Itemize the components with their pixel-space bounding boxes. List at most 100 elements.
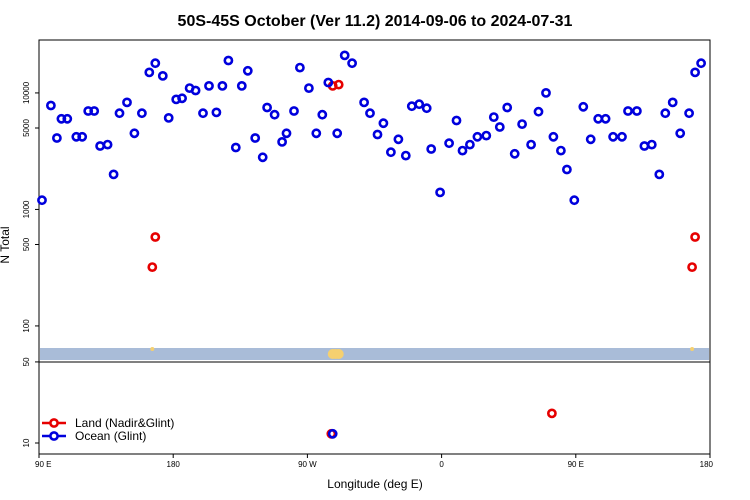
ocean-point bbox=[667, 97, 678, 108]
ocean-point bbox=[242, 65, 253, 76]
y-tick-label: 10000 bbox=[22, 81, 31, 104]
ocean-point bbox=[144, 67, 155, 78]
ocean-point bbox=[250, 133, 261, 143]
ocean-point bbox=[136, 108, 147, 119]
y-tick-label: 10 bbox=[22, 438, 31, 447]
legend-marker bbox=[49, 418, 59, 428]
ocean-point bbox=[378, 118, 389, 129]
ocean-point bbox=[62, 113, 73, 124]
ocean-point bbox=[457, 145, 468, 156]
y-axis-label: N Total bbox=[0, 226, 12, 263]
ocean-point bbox=[277, 136, 287, 147]
ocean-point bbox=[327, 428, 338, 439]
legend-label: Ocean (Glint) bbox=[75, 429, 146, 443]
ocean-point bbox=[406, 101, 417, 112]
ocean-point bbox=[323, 77, 334, 88]
ocean-point bbox=[281, 128, 292, 139]
ocean-point bbox=[684, 108, 694, 119]
ocean-point bbox=[262, 102, 272, 113]
ocean-point bbox=[654, 169, 665, 180]
ocean-point bbox=[393, 134, 404, 145]
ocean-point bbox=[509, 148, 520, 159]
ocean-point bbox=[46, 100, 56, 111]
ocean-point bbox=[451, 115, 462, 126]
ocean-point bbox=[623, 106, 633, 116]
x-tick-label: 90 W bbox=[298, 460, 317, 469]
yellow-marker bbox=[150, 347, 155, 351]
lower-panel-frame bbox=[38, 361, 711, 455]
y-tick-label: 100 bbox=[22, 319, 31, 333]
ocean-point bbox=[150, 58, 161, 69]
x-tick-label: 180 bbox=[700, 460, 714, 469]
ocean-point bbox=[95, 141, 105, 151]
ocean-point bbox=[385, 147, 396, 158]
ocean-point bbox=[600, 113, 611, 124]
ocean-point bbox=[562, 164, 572, 175]
ocean-point bbox=[317, 109, 328, 120]
plot-panels bbox=[38, 39, 711, 455]
ocean-point bbox=[198, 108, 208, 119]
ocean-point bbox=[359, 97, 369, 108]
ocean-point bbox=[400, 150, 411, 161]
ocean-point bbox=[639, 141, 650, 151]
ocean-point bbox=[646, 139, 657, 150]
legend-marker bbox=[49, 431, 59, 441]
ocean-point bbox=[230, 142, 241, 153]
ocean-point bbox=[339, 50, 350, 61]
legend-label: Land (Nadir&Glint) bbox=[75, 416, 174, 430]
ocean-point bbox=[541, 88, 551, 98]
land-point bbox=[547, 408, 557, 419]
ocean-point bbox=[157, 71, 168, 81]
ocean-point bbox=[311, 128, 322, 139]
x-axis-ticks: 90 E 180 90 W 0 90 E 180 bbox=[35, 454, 714, 469]
chart-title: 50S-45S October (Ver 11.2) 2014-09-06 to… bbox=[178, 13, 573, 30]
ocean-point bbox=[71, 131, 82, 142]
ocean-point bbox=[533, 106, 544, 117]
ocean-point bbox=[608, 131, 618, 142]
ocean-point bbox=[37, 195, 47, 206]
ocean-point bbox=[217, 81, 228, 91]
ocean-point bbox=[578, 101, 589, 112]
ocean-point bbox=[690, 67, 700, 78]
ocean-point bbox=[269, 109, 280, 120]
y-tick-label: 5000 bbox=[22, 119, 31, 137]
ocean-point bbox=[102, 139, 113, 150]
ocean-point bbox=[548, 131, 559, 142]
land-point bbox=[150, 232, 161, 242]
land-point bbox=[690, 232, 700, 242]
ocean-point bbox=[365, 108, 375, 119]
ocean-point bbox=[236, 81, 247, 91]
ocean-point bbox=[89, 106, 100, 116]
ocean-point bbox=[435, 187, 445, 198]
ocean-point bbox=[494, 122, 505, 132]
x-tick-label: 180 bbox=[167, 460, 181, 469]
ocean-point bbox=[488, 112, 499, 122]
ocean-point bbox=[190, 85, 201, 96]
ocean-point bbox=[444, 138, 454, 149]
legend: Land (Nadir&Glint)Ocean (Glint) bbox=[42, 416, 174, 443]
ocean-point bbox=[108, 169, 119, 180]
ocean-point bbox=[517, 119, 527, 129]
ocean-point bbox=[257, 152, 268, 163]
ocean-point bbox=[204, 81, 214, 91]
ocean-point bbox=[414, 99, 425, 110]
ocean-point bbox=[332, 128, 343, 139]
ocean-point bbox=[502, 102, 513, 113]
ocean-point bbox=[211, 107, 222, 118]
ocean-point bbox=[294, 62, 305, 73]
data-points bbox=[37, 50, 706, 439]
yellow-marker bbox=[333, 349, 344, 359]
ocean-point bbox=[696, 58, 706, 69]
no-data-band bbox=[40, 348, 709, 360]
y-tick-label: 1000 bbox=[22, 200, 31, 218]
ocean-point bbox=[585, 134, 596, 145]
land-point bbox=[333, 79, 344, 90]
upper-panel-frame bbox=[38, 39, 711, 363]
ocean-point bbox=[526, 139, 536, 150]
y-tick-label: 50 bbox=[22, 357, 31, 366]
ocean-point bbox=[177, 93, 187, 104]
ocean-point bbox=[675, 128, 686, 139]
ocean-point bbox=[426, 144, 437, 154]
x-tick-label: 90 E bbox=[568, 460, 584, 469]
